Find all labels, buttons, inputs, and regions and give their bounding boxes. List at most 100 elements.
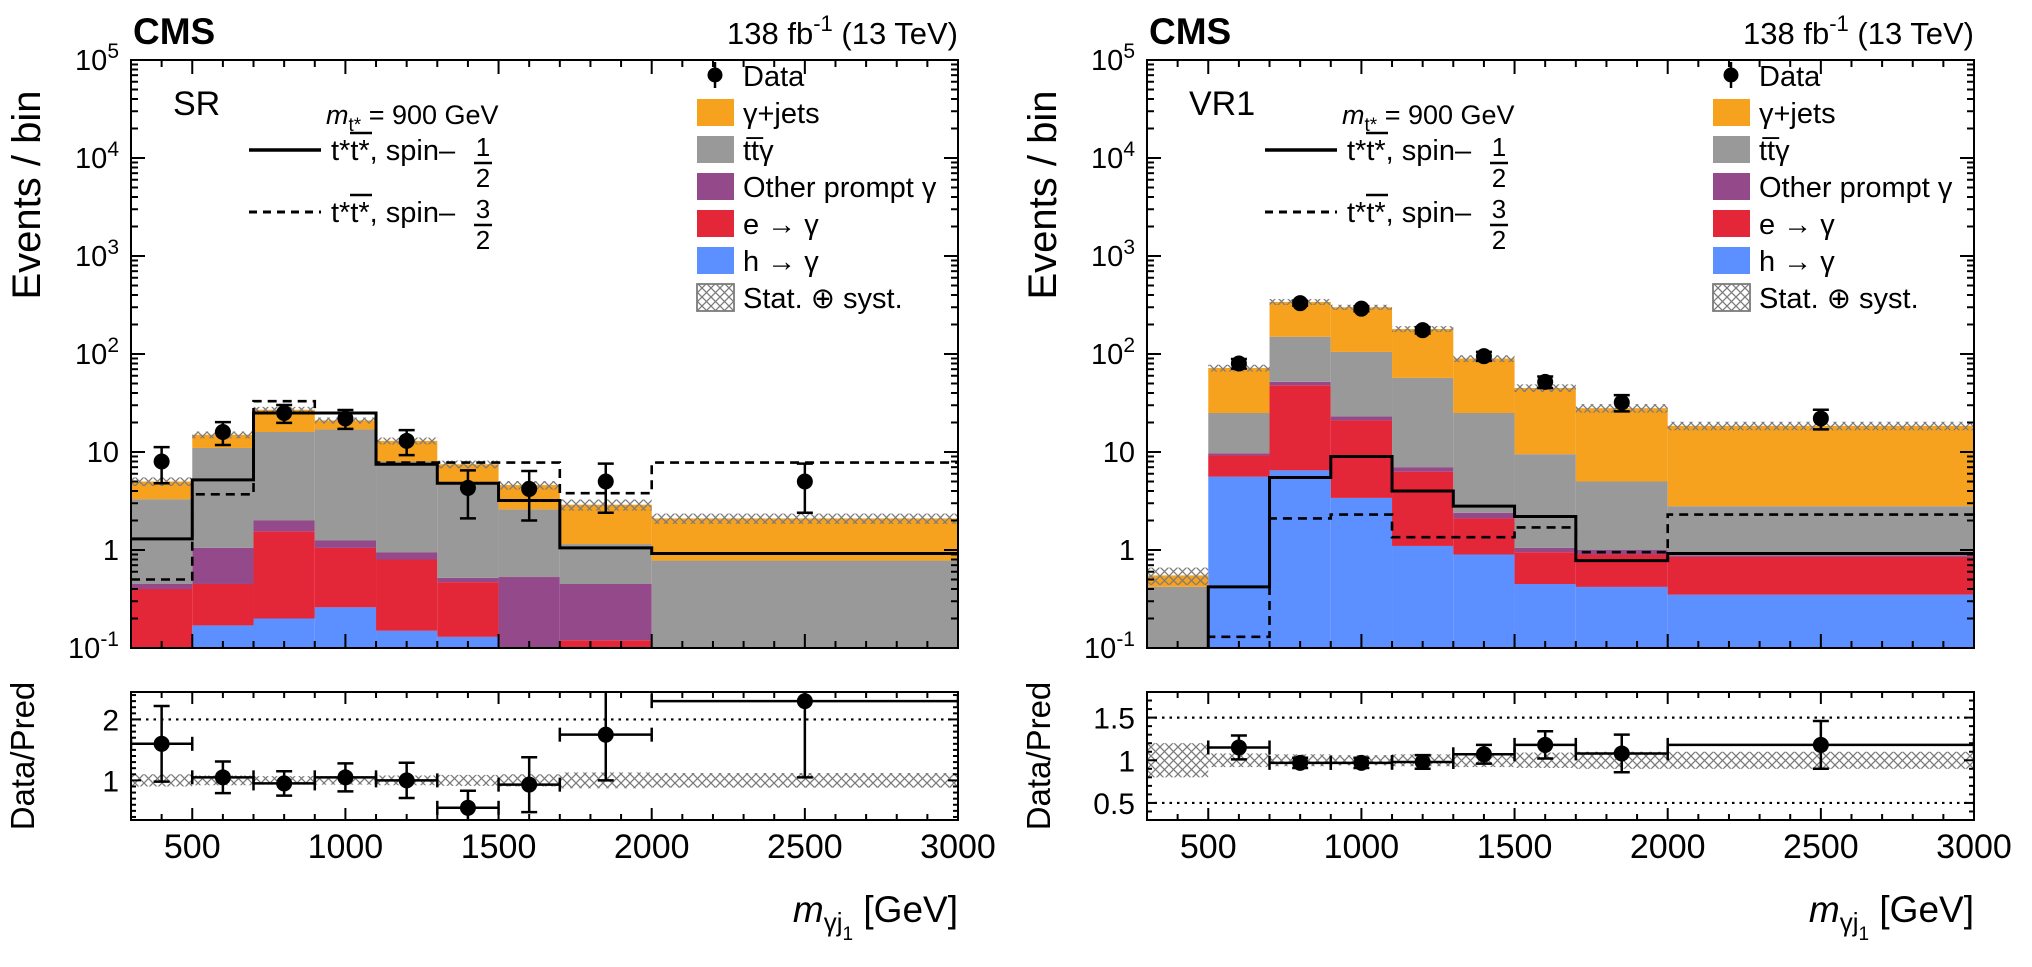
ratio-point bbox=[597, 726, 614, 743]
data-point bbox=[1292, 295, 1309, 312]
svg-text:2: 2 bbox=[102, 704, 119, 737]
stack-bin-other-prompt-gamma bbox=[131, 583, 193, 589]
stack-bin-other-prompt-gamma bbox=[498, 577, 560, 648]
legend-label: Other prompt γ bbox=[1759, 172, 1953, 204]
data-point bbox=[337, 410, 354, 427]
data-point bbox=[398, 432, 415, 449]
stack-bin-e-to-gamma bbox=[1208, 455, 1270, 477]
data-point bbox=[1353, 300, 1370, 317]
stack-bin-other-prompt-gamma bbox=[1514, 547, 1576, 553]
y-axis-title: Events / bin bbox=[5, 90, 49, 299]
region-label: VR1 bbox=[1189, 85, 1255, 123]
legend: Data γ+jets tt̅γ Other prompt γ e → γ h → γ St… bbox=[696, 61, 937, 315]
svg-text:103: 103 bbox=[75, 236, 119, 273]
ratio-point bbox=[1414, 753, 1431, 770]
ratio-y-tick-labels: 0.5 1 1.5 bbox=[1093, 703, 1135, 821]
svg-text:t*t*, spin–: t*t*, spin– bbox=[331, 135, 456, 167]
data-point bbox=[1414, 322, 1431, 339]
stack-bin-other-prompt-gamma bbox=[1453, 512, 1515, 519]
lumi-label: 138 fb-1 (13 TeV) bbox=[1743, 11, 1974, 51]
stack-bin-e-to-gamma bbox=[559, 640, 652, 648]
stack-bin-gamma-plus-jets bbox=[1667, 425, 1974, 507]
ratio-point bbox=[459, 799, 476, 816]
legend-item-uncertainty: Stat. ⊕ syst. bbox=[696, 283, 903, 315]
stack-bin-gamma-plus-jets bbox=[1208, 367, 1270, 414]
ratio-plot-area bbox=[131, 692, 958, 820]
ratio-frame bbox=[1146, 691, 1975, 821]
signal-legend-dashed: t*t*, spin– 32 bbox=[1265, 193, 1508, 255]
cms-label: CMS bbox=[133, 11, 215, 52]
ratio-point bbox=[1812, 736, 1829, 753]
stack-bin-e-to-gamma bbox=[192, 583, 254, 626]
stack-bin-e-to-gamma bbox=[131, 588, 193, 648]
data-point bbox=[214, 423, 231, 440]
signal-legend-dashed: t*t*, spin– 32 bbox=[249, 193, 492, 255]
stacked-histogram bbox=[1147, 301, 1974, 648]
ratio-y-axis-title: Data/Pred bbox=[4, 682, 41, 831]
legend-item-orange: γ+jets bbox=[1713, 98, 1836, 130]
x-axis-title: mγj1 [GeV] bbox=[1809, 889, 1974, 945]
stack-bin-ttbar-gamma bbox=[1392, 377, 1454, 468]
ratio-uncertainty-band bbox=[437, 774, 499, 786]
legend-label: e → γ bbox=[1759, 209, 1835, 241]
svg-text:2000: 2000 bbox=[1630, 828, 1706, 866]
legend-label: h → γ bbox=[743, 246, 819, 278]
data-point bbox=[521, 480, 538, 497]
legend-label: Data bbox=[1759, 61, 1821, 93]
svg-text:t*t*, spin–: t*t*, spin– bbox=[1347, 135, 1472, 167]
stack-bin-ttbar-gamma bbox=[651, 560, 958, 648]
ratio-point bbox=[337, 769, 354, 786]
color-swatch-icon bbox=[697, 173, 734, 200]
svg-text:1: 1 bbox=[103, 535, 119, 567]
signal-solid-line bbox=[131, 411, 958, 556]
stack-bin-e-to-gamma bbox=[253, 531, 315, 619]
stack-bin-other-prompt-gamma bbox=[437, 577, 499, 583]
y-axis-title: Events / bin bbox=[1021, 90, 1065, 299]
legend-item-gray: tt̅γ bbox=[1713, 135, 1790, 167]
ratio-point bbox=[276, 775, 293, 792]
stack-bin-h-to-gamma bbox=[1575, 586, 1668, 648]
region-label: SR bbox=[173, 85, 220, 123]
ratio-point bbox=[398, 772, 415, 789]
svg-text:1500: 1500 bbox=[461, 828, 537, 866]
ratio-axis-ticks bbox=[131, 692, 958, 820]
color-swatch-icon bbox=[1713, 247, 1750, 274]
svg-text:1000: 1000 bbox=[1324, 828, 1400, 866]
stack-bin-other-prompt-gamma bbox=[314, 540, 377, 548]
svg-text:1: 1 bbox=[102, 765, 119, 798]
panel-sr: 105 104 103 102 10 1 10-1 CMS 138 fb-1 (13 TeV) S… bbox=[4, 11, 996, 945]
ratio-axis-ticks bbox=[1147, 691, 1974, 821]
svg-text:103: 103 bbox=[1091, 236, 1135, 273]
svg-text:2: 2 bbox=[476, 225, 490, 255]
stack-bin-ttbar-gamma bbox=[1453, 413, 1515, 513]
color-swatch-icon bbox=[1713, 210, 1750, 237]
svg-text:2: 2 bbox=[476, 163, 490, 193]
stack-bin-other-prompt-gamma bbox=[1667, 555, 1974, 557]
main-plot-area bbox=[131, 399, 958, 648]
svg-text:3000: 3000 bbox=[920, 828, 996, 866]
legend-label: tt̅γ bbox=[743, 135, 774, 167]
legend-item-red: e → γ bbox=[697, 209, 819, 241]
legend-item-data: Data bbox=[707, 61, 805, 93]
svg-text:1: 1 bbox=[1118, 745, 1135, 778]
data-marker-icon bbox=[1723, 67, 1739, 83]
legend-label: tt̅γ bbox=[1759, 135, 1790, 167]
data-point bbox=[276, 405, 293, 422]
main-axis-ticks bbox=[131, 59, 958, 649]
signal-solid-line bbox=[1206, 454, 1974, 648]
color-swatch-icon bbox=[697, 99, 734, 126]
legend-item-data: Data bbox=[1723, 61, 1821, 93]
stack-bin-ttbar-gamma bbox=[559, 544, 652, 584]
svg-text:105: 105 bbox=[75, 40, 119, 77]
svg-text:1000: 1000 bbox=[308, 828, 384, 866]
stack-bin-ttbar-gamma bbox=[1208, 413, 1270, 454]
ratio-points bbox=[1207, 719, 1974, 774]
ratio-point bbox=[1292, 754, 1309, 771]
ratio-uncertainty-band bbox=[651, 773, 958, 788]
data-point bbox=[796, 473, 813, 490]
svg-text:10-1: 10-1 bbox=[68, 628, 119, 665]
